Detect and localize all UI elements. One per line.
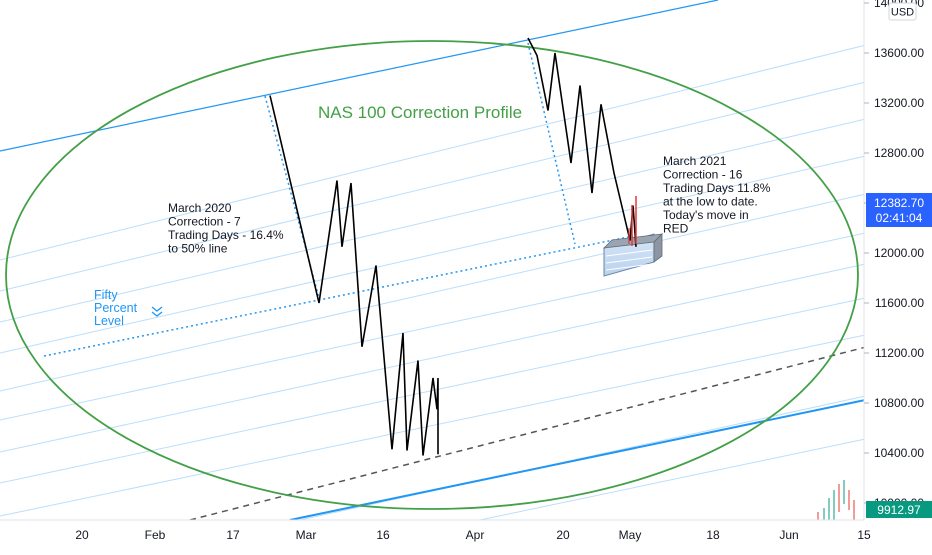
recent-candles: [817, 480, 855, 520]
chart-title: NAS 100 Correction Profile: [318, 103, 522, 122]
y-tick-label: 10800.00: [874, 396, 924, 410]
x-tick-label: 18: [706, 528, 720, 542]
channel-light-line: [0, 192, 871, 392]
y-tick-label: 12000.00: [874, 246, 924, 260]
x-tick-label: Apr: [466, 528, 485, 542]
channel-light-line: [0, 117, 871, 323]
today-move-red: [628, 196, 637, 246]
channel-light-line: [479, 437, 871, 521]
low-price-label: 9912.97: [866, 501, 932, 518]
annotation-march2021: March 2021 Correction - 16 Trading Days …: [663, 154, 774, 236]
countdown-value: 02:41:04: [876, 211, 923, 225]
x-tick-label: 20: [75, 528, 89, 542]
channel-light-line: [0, 231, 871, 421]
y-tick-label: 11600.00: [875, 296, 924, 310]
channel-upper-line: [0, 0, 719, 152]
series-layer: [269, 37, 637, 456]
x-tick-label: Jun: [779, 528, 798, 542]
channel-light-line: [0, 80, 871, 292]
x-tick-label: May: [619, 528, 642, 542]
annotation-fifty-percent: Fifty Percent Level: [94, 288, 141, 328]
correction-ellipse: [5, 40, 859, 510]
y-tick-label: 13600.00: [874, 46, 924, 60]
x-tick-label: 20: [556, 528, 570, 542]
channel-light-line: [0, 43, 871, 261]
low-price-value: 9912.97: [877, 503, 921, 517]
parallel-channel-lines: [0, 43, 871, 521]
channel-lower-line: [289, 398, 871, 521]
currency-label: USD: [891, 7, 914, 19]
last-price-label: 12382.70 02:41:04: [866, 193, 932, 227]
annotation-march2020: March 2020 Correction - 7 Trading Days -…: [168, 201, 287, 256]
channel-light-line: [0, 154, 871, 354]
price-axis[interactable]: 10000.0010400.0010800.0011200.0011600.00…: [863, 0, 932, 520]
double-chevron-down-icon: [151, 306, 163, 317]
dashed-mid-line: [189, 345, 871, 521]
y-tick-label: 11200.00: [875, 346, 924, 360]
y-tick-label: 12800.00: [874, 146, 924, 160]
y-tick-label: 10400.00: [874, 446, 924, 460]
y-tick-label: 13200.00: [874, 96, 924, 110]
series-2021-line: [527, 37, 637, 247]
time-axis[interactable]: 20 Feb 17 Mar 16 Apr 20 May 18 Jun 15: [0, 519, 932, 550]
last-price-value: 12382.70: [874, 196, 924, 210]
x-tick-label: Mar: [296, 528, 317, 542]
series-2020-line: [269, 95, 439, 456]
channel-light-line: [0, 262, 871, 453]
currency-badge[interactable]: USD: [888, 2, 917, 21]
x-tick-label: 16: [376, 528, 390, 542]
channel-light-line: [0, 333, 871, 517]
x-tick-label: Feb: [145, 528, 166, 542]
fifty-percent-line: [43, 235, 634, 357]
x-tick-label: 15: [857, 528, 871, 542]
x-tick-label: 17: [226, 528, 240, 542]
price-box: [602, 233, 664, 277]
